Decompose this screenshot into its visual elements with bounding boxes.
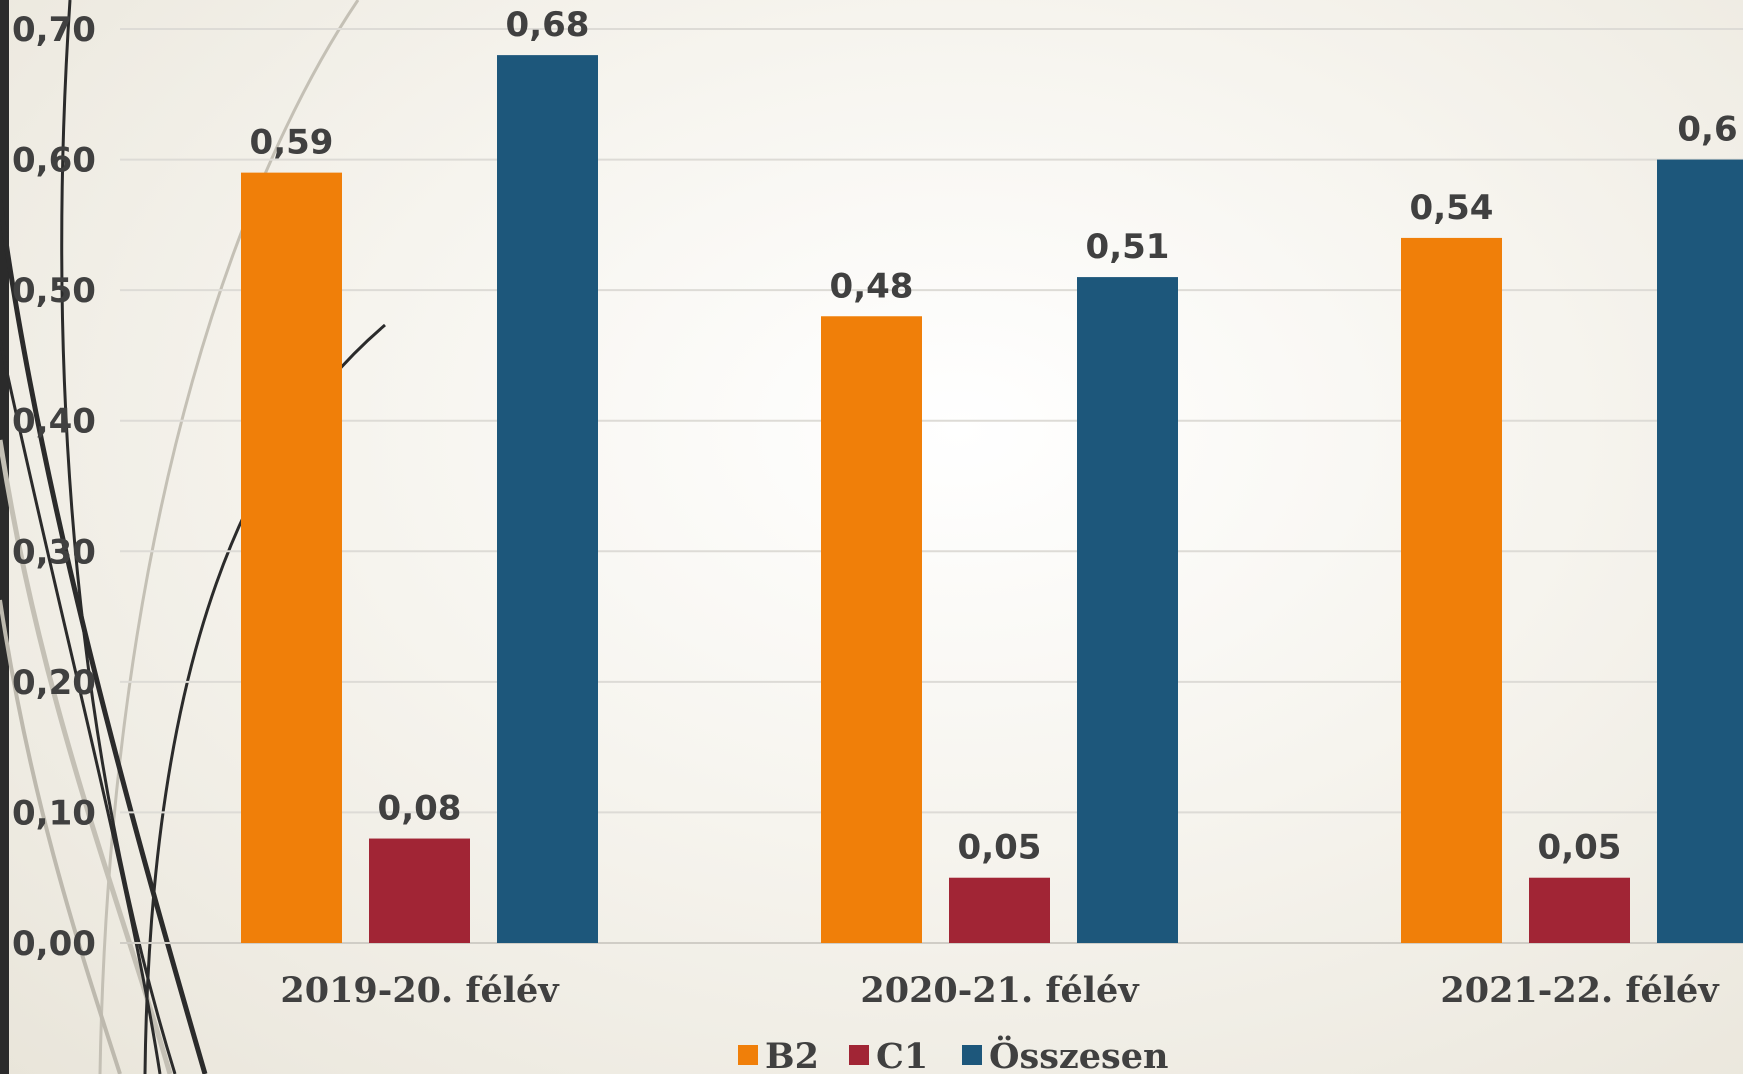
x-tick-label: 2021-22. félév — [1440, 970, 1720, 1011]
legend-swatch-összesen — [962, 1045, 982, 1065]
y-tick-label: 0,10 — [12, 793, 96, 833]
data-label: 0,68 — [506, 5, 590, 45]
data-label: 0,48 — [830, 266, 914, 306]
legend-swatch-c1 — [849, 1045, 869, 1065]
bar-c1 — [1529, 877, 1630, 943]
x-tick-label: 2019-20. félév — [280, 970, 560, 1011]
y-tick-label: 0,70 — [12, 10, 96, 50]
x-tick-label: 2020-21. félév — [860, 970, 1140, 1011]
bar-c1 — [369, 838, 470, 943]
bar-b2 — [821, 316, 922, 943]
bar-összesen — [497, 55, 598, 944]
x-axis: 2019-20. félév 2020-21. félév 2021-22. fél… — [280, 970, 1720, 1011]
bar-összesen — [1657, 159, 1743, 944]
data-label: 0,08 — [378, 789, 462, 829]
y-tick-label: 0,00 — [12, 924, 96, 964]
data-label: 0,05 — [958, 828, 1042, 868]
y-tick-label: 0,50 — [12, 271, 96, 311]
bar-b2 — [1401, 237, 1502, 943]
legend-swatch-b2 — [738, 1045, 758, 1065]
data-label: 0,59 — [250, 123, 334, 163]
bar-b2 — [241, 172, 342, 944]
data-label: 0,51 — [1086, 227, 1170, 267]
legend-label: Összesen — [989, 1034, 1168, 1074]
legend-label: B2 — [765, 1036, 819, 1074]
legend-label: C1 — [876, 1036, 928, 1074]
data-label: 0,6 — [1677, 110, 1737, 150]
y-tick-label: 0,20 — [12, 663, 96, 703]
data-label: 0,54 — [1410, 188, 1494, 228]
bars — [241, 55, 1743, 944]
y-tick-label: 0,30 — [12, 532, 96, 572]
y-tick-label: 0,40 — [12, 402, 96, 442]
data-label: 0,05 — [1538, 828, 1622, 868]
bar-c1 — [949, 877, 1050, 943]
bar-összesen — [1077, 277, 1178, 944]
y-tick-label: 0,60 — [12, 141, 96, 181]
y-axis: 0,00 0,10 0,20 0,30 0,40 0,50 0,60 0,70 — [12, 10, 96, 964]
data-labels: 0,59 0,08 0,68 0,48 0,05 0,51 0,54 0,05 0,6 — [250, 5, 1738, 868]
legend: B2 C1 Összesen — [738, 1034, 1168, 1074]
